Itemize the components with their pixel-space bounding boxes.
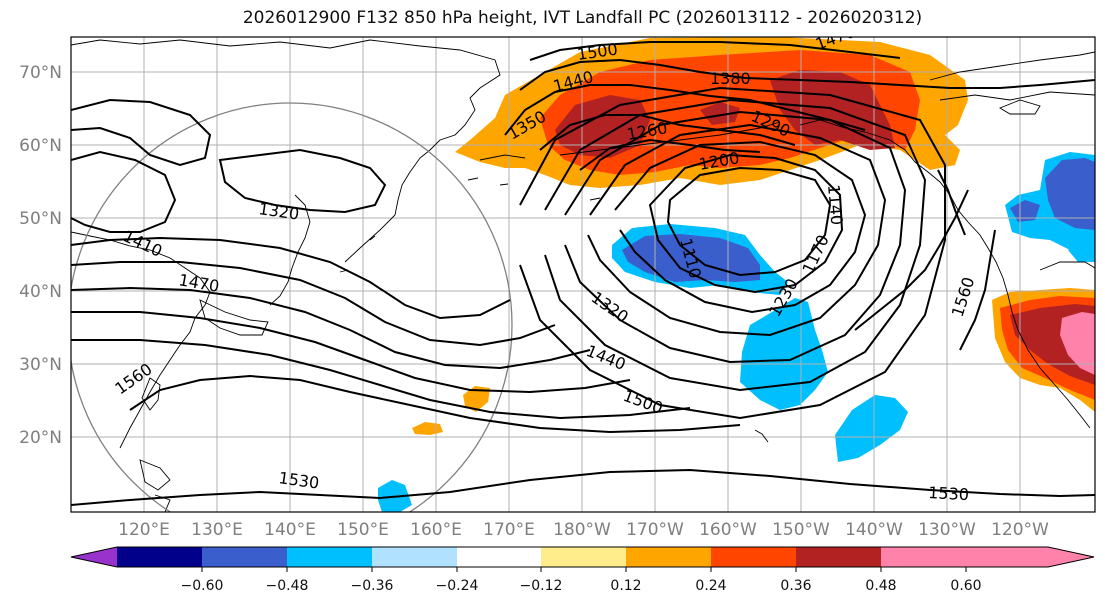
lon-label: 160°W — [699, 520, 757, 540]
lon-label: 130°W — [918, 520, 976, 540]
colorbar-tick-label: 0.48 — [865, 578, 896, 594]
lon-label: 130°E — [191, 520, 243, 540]
colorbar-segment — [287, 547, 372, 567]
lon-label: 140°W — [845, 520, 903, 540]
lon-label: 150°W — [772, 520, 830, 540]
colorbar-segment — [541, 547, 626, 567]
lon-label: 170°E — [483, 520, 535, 540]
lat-label-30n: 30°N — [19, 355, 62, 375]
lat-label-40n: 40°N — [19, 282, 62, 302]
map-area: 1500 1440 1380 1470 1350 1260 1290 1200 … — [71, 37, 1095, 512]
graticule — [71, 37, 1095, 512]
colorbar-segment — [117, 547, 202, 567]
colorbar-tick-label: 0.36 — [780, 578, 811, 594]
colorbar: −0.60 −0.48 −0.36 −0.24 −0.12 0.12 0.24 … — [70, 546, 1095, 594]
colorbar-segment — [372, 547, 457, 567]
colorbar-tick-label: −0.60 — [181, 578, 224, 594]
colorbar-segment — [457, 547, 541, 567]
lat-label-50n: 50°N — [19, 209, 62, 229]
colorbar-segment — [796, 547, 881, 567]
lon-label: 120°E — [118, 520, 170, 540]
lon-label: 170°W — [626, 520, 684, 540]
ivt-positive-fill-small — [412, 386, 490, 435]
colorbar-tick-label: −0.12 — [520, 578, 563, 594]
colorbar-segment — [881, 547, 966, 567]
colorbar-tick-label: −0.48 — [266, 578, 309, 594]
lat-label-60n: 60°N — [19, 136, 62, 156]
longitude-labels: 120°E 130°E 140°E 150°E 160°E 170°E 180°… — [118, 520, 1049, 540]
lon-label: 160°E — [410, 520, 462, 540]
colorbar-extend-low — [71, 547, 117, 567]
highlight-circle — [71, 102, 513, 512]
contour-label: 1140 — [824, 184, 846, 226]
contour-label: 1380 — [710, 69, 751, 88]
map-title: 2026012900 F132 850 hPa height, IVT Land… — [242, 8, 923, 28]
colorbar-tick-label: 0.12 — [610, 578, 641, 594]
lon-label: 180°W — [553, 520, 611, 540]
lat-label-70n: 70°N — [19, 63, 62, 83]
ivt-positive-fill-west-coast — [992, 288, 1095, 412]
lon-label: 140°E — [264, 520, 316, 540]
colorbar-ticks — [201, 567, 967, 572]
colorbar-tick-label: 0.60 — [950, 578, 981, 594]
height-contours — [71, 41, 1095, 506]
colorbar-outline — [70, 546, 1095, 568]
lat-label-20n: 20°N — [19, 428, 62, 448]
latitude-labels: 70°N 60°N 50°N 40°N 30°N 20°N — [19, 63, 62, 448]
map-frame — [70, 36, 1096, 513]
colorbar-tick-label: −0.24 — [436, 578, 479, 594]
colorbar-segment — [202, 547, 287, 567]
colorbar-extend-high — [966, 547, 1094, 567]
colorbar-tick-label: 0.24 — [695, 578, 726, 594]
colorbar-tick-label: −0.36 — [351, 578, 394, 594]
contour-label: 1530 — [928, 483, 970, 504]
lon-label: 120°W — [991, 520, 1049, 540]
lon-label: 150°E — [337, 520, 389, 540]
colorbar-segment — [626, 547, 711, 567]
colorbar-segment — [711, 547, 796, 567]
coastlines — [71, 39, 1095, 512]
